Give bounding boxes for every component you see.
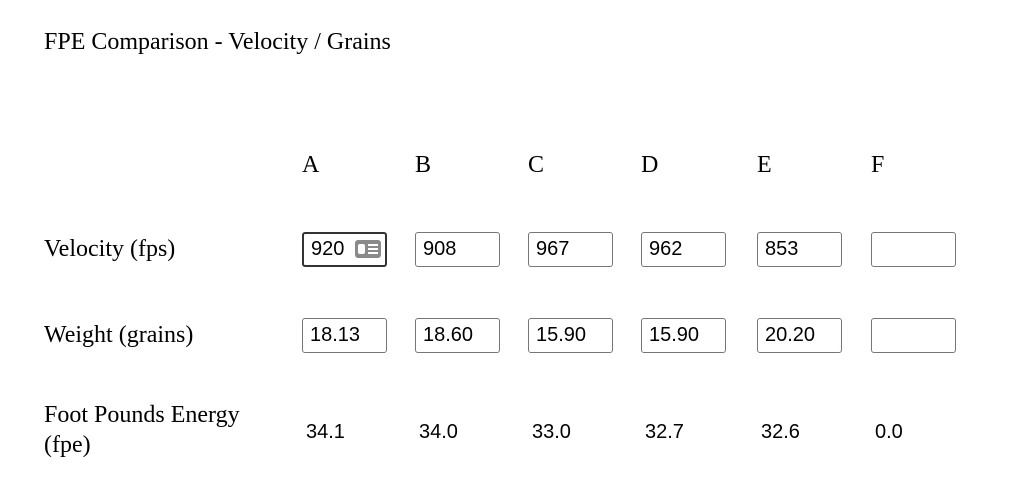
autofill-icon[interactable] xyxy=(355,240,381,258)
number-input[interactable] xyxy=(871,232,956,267)
column-header: D xyxy=(641,152,659,178)
number-input[interactable] xyxy=(871,318,956,353)
row-label: Velocity (fps) xyxy=(44,236,176,262)
fpe-value: 0.0 xyxy=(875,421,903,443)
fpe-value: 34.0 xyxy=(419,421,458,443)
fpe-value: 33.0 xyxy=(532,421,571,443)
number-input[interactable] xyxy=(641,318,726,353)
fpe-value: 34.1 xyxy=(306,421,345,443)
number-input[interactable] xyxy=(415,232,500,267)
number-input[interactable] xyxy=(757,318,842,353)
row-label: Foot Pounds Energy (fpe) xyxy=(44,402,240,458)
column-header: F xyxy=(871,152,885,178)
column-header: C xyxy=(528,152,545,178)
number-input[interactable] xyxy=(757,232,842,267)
number-input[interactable] xyxy=(415,318,500,353)
number-input[interactable] xyxy=(302,318,387,353)
column-header: E xyxy=(757,152,772,178)
fpe-value: 32.6 xyxy=(761,421,800,443)
row-label: Weight (grains) xyxy=(44,322,194,348)
number-input[interactable] xyxy=(641,232,726,267)
column-header: B xyxy=(415,152,432,178)
number-input[interactable] xyxy=(528,232,613,267)
fpe-value: 32.7 xyxy=(645,421,684,443)
column-header: A xyxy=(302,152,320,178)
page-title: FPE Comparison - Velocity / Grains xyxy=(44,29,391,55)
number-input[interactable] xyxy=(528,318,613,353)
